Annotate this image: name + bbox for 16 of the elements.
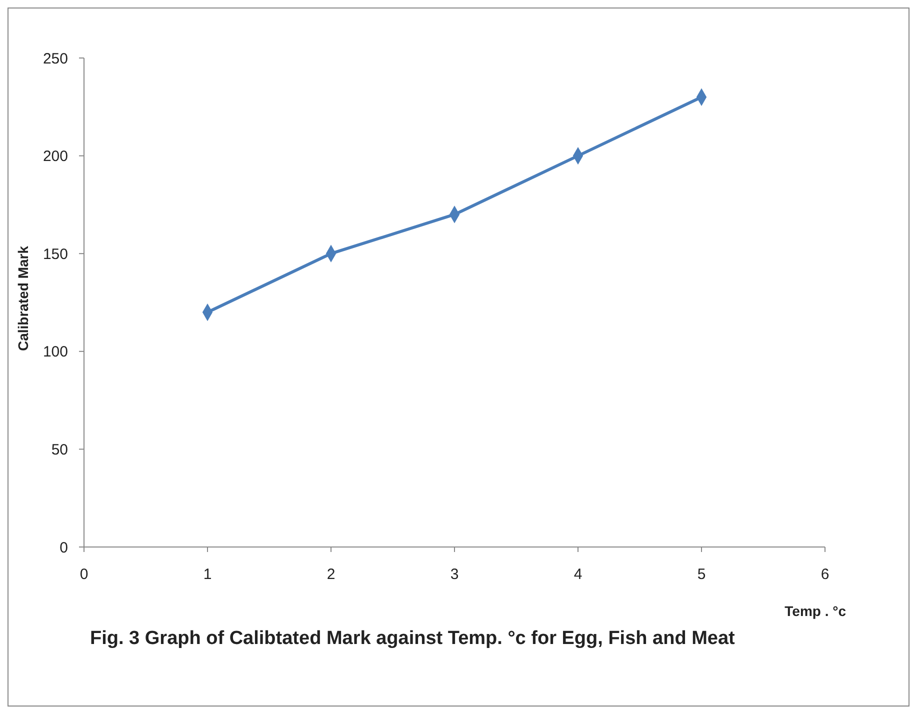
x-axis-title: Temp . °c bbox=[784, 603, 846, 619]
x-tick-label: 2 bbox=[326, 566, 336, 583]
y-axis-title: Calibrated Mark bbox=[15, 246, 31, 352]
y-tick-label: 50 bbox=[51, 441, 68, 458]
y-tick-label: 250 bbox=[42, 50, 68, 68]
x-tick-label: 4 bbox=[574, 566, 582, 583]
x-tick-label: 6 bbox=[820, 566, 830, 583]
y-tick-label: 200 bbox=[42, 148, 68, 166]
y-tick-label: 100 bbox=[42, 344, 68, 361]
x-tick-label: 0 bbox=[80, 566, 88, 583]
x-tick-label: 1 bbox=[203, 566, 212, 583]
y-tick-label: 0 bbox=[60, 539, 68, 556]
y-tick-label: 150 bbox=[42, 246, 68, 263]
x-tick-label: 5 bbox=[697, 566, 706, 583]
x-tick-label: 3 bbox=[450, 566, 459, 583]
text: Fig. 3 Graph of Calibtated Mark against Temp. °c for Egg, Fish and Meat bbox=[90, 628, 736, 649]
